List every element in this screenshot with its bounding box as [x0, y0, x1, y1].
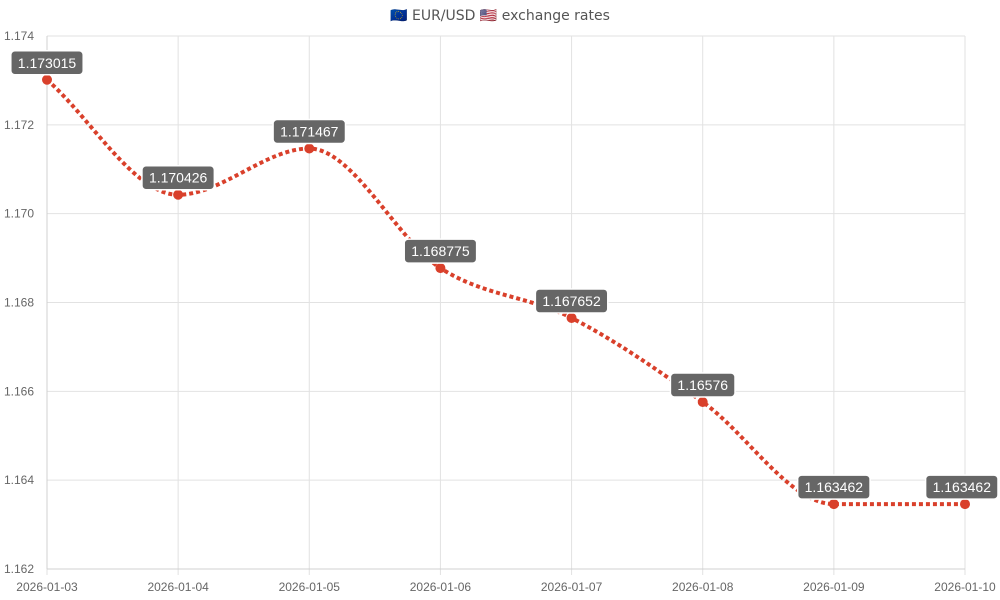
x-tick-label: 2026-01-03: [16, 580, 78, 594]
data-point: [566, 312, 577, 323]
data-label: 1.171467: [272, 118, 347, 145]
x-tick-label: 2026-01-08: [672, 580, 734, 594]
data-point: [960, 499, 970, 510]
x-tick-label: 2026-01-05: [279, 580, 341, 594]
data-label-bg: [796, 474, 871, 500]
data-label-text: 1.163462: [933, 479, 992, 495]
y-tick-label: 1.164: [4, 473, 34, 487]
data-label-bg: [534, 288, 609, 314]
series-line: [45, 78, 965, 507]
data-point: [304, 143, 315, 154]
y-tick-label: 1.170: [4, 207, 34, 221]
data-label-bg: [141, 164, 216, 191]
data-label-text: 1.168775: [411, 243, 470, 259]
data-label: 1.163462: [796, 474, 871, 500]
y-tick-label: 1.174: [4, 29, 34, 43]
data-label-bg: [272, 118, 347, 145]
data-label-bg: [669, 372, 736, 398]
data-label-text: 1.170426: [149, 170, 208, 186]
x-tick-label: 2026-01-07: [541, 580, 603, 594]
x-tick-label: 2026-01-09: [803, 580, 865, 594]
data-label-bg: [10, 50, 84, 76]
axes: 1.174 1.172 1.170 1.168 1.166 1.164 1.162 2026-…: [4, 29, 996, 594]
x-tick-label: 2026-01-06: [410, 580, 472, 594]
data-label: 1.167652: [534, 288, 609, 314]
data-point: [173, 189, 184, 200]
data-labels-layer: 1.173015 1.170426 1.171467 1.168775 1.167652…: [10, 50, 999, 500]
grid: [46, 35, 966, 575]
chart-title: 🇪🇺 EUR/USD 🇺🇸 exchange rates: [390, 8, 610, 24]
y-tick-label: 1.172: [4, 118, 34, 132]
data-label: 1.16576: [669, 372, 736, 398]
x-tick-label: 2026-01-10: [934, 580, 996, 594]
data-label-text: 1.173015: [18, 55, 77, 71]
data-point: [697, 396, 708, 407]
data-label: 1.170426: [141, 164, 216, 191]
y-tick-label: 1.166: [4, 384, 34, 398]
series-layer: [45, 78, 965, 507]
data-label-bg: [403, 238, 478, 264]
data-label-text: 1.167652: [542, 293, 601, 309]
y-tick-label: 1.162: [4, 562, 34, 576]
x-tick-label: 2026-01-04: [147, 580, 209, 594]
data-label-text: 1.171467: [280, 124, 339, 140]
data-label: 1.173015: [10, 50, 84, 76]
data-label-bg: [924, 474, 999, 500]
data-label: 1.168775: [403, 238, 478, 264]
data-label-text: 1.16576: [677, 377, 728, 393]
data-point: [42, 74, 52, 85]
points-layer: [42, 74, 970, 510]
data-point: [828, 499, 839, 510]
data-point: [435, 263, 446, 274]
y-tick-label: 1.168: [4, 296, 34, 310]
data-label-text: 1.163462: [805, 479, 864, 495]
data-label: 1.163462: [924, 474, 999, 500]
